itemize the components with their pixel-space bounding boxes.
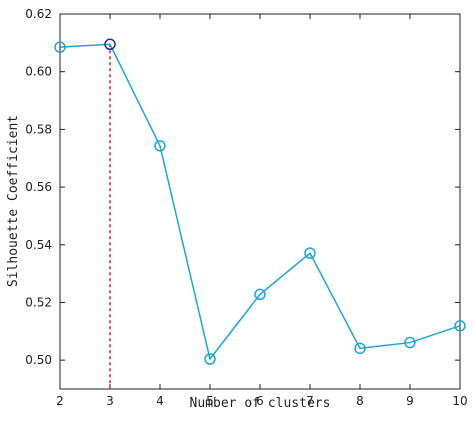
- data-point: [454, 320, 466, 332]
- series-line: [59, 43, 461, 361]
- data-point: [304, 247, 316, 259]
- x-tick-label: 3: [106, 394, 114, 408]
- y-tick-label: 0.54: [25, 238, 52, 252]
- y-tick-label: 0.52: [25, 295, 52, 309]
- x-tick-label: 8: [356, 394, 364, 408]
- y-axis-ticks: 0.50 0.52 0.54 0.56 0.58 0.60 0.62: [25, 7, 460, 367]
- data-point: [54, 41, 66, 53]
- x-tick-label: 7: [306, 394, 314, 408]
- x-tick-label: 6: [256, 394, 264, 408]
- data-point: [404, 336, 416, 349]
- y-tick-label: 0.60: [25, 65, 52, 79]
- data-point: [354, 342, 366, 355]
- x-axis-ticks: 2 3 4 5 6 7 8 9 10: [56, 14, 468, 408]
- x-tick-label: 5: [206, 394, 214, 408]
- data-point: [254, 288, 266, 301]
- y-axis-label: Silhouette Coefficient: [6, 115, 21, 287]
- data-point: [154, 140, 166, 152]
- y-tick-label: 0.58: [25, 122, 52, 136]
- x-tick-label: 2: [56, 394, 64, 408]
- x-tick-label: 9: [406, 394, 414, 408]
- data-point: [204, 353, 216, 365]
- x-tick-label: 4: [156, 394, 164, 408]
- x-axis-label: Number of clusters: [190, 396, 331, 411]
- y-tick-label: 0.56: [25, 180, 52, 194]
- series-group: [54, 38, 466, 365]
- highlight-point: [104, 38, 116, 51]
- x-tick-label: 10: [452, 394, 467, 408]
- y-tick-label: 0.62: [25, 7, 52, 21]
- y-tick-label: 0.50: [25, 353, 52, 367]
- plot-frame: [59, 13, 461, 390]
